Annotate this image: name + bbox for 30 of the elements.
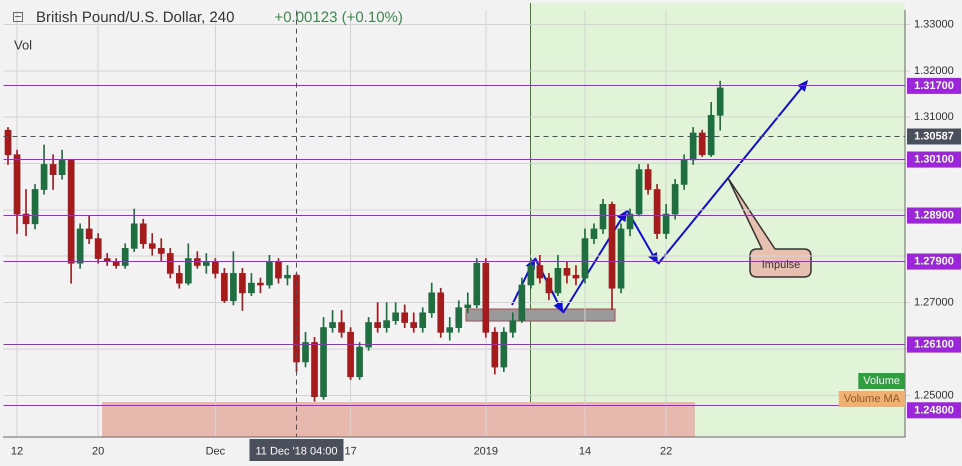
ref-line-label: 1.31700 <box>914 80 954 92</box>
annotation: Volume MA <box>844 393 901 406</box>
chart-subtitle: +0.00123 (+0.10%) <box>274 9 403 26</box>
y-tick-label: 1.33000 <box>914 18 954 31</box>
ref-line-label: 1.30587 <box>914 130 954 143</box>
x-tick-label: 12 <box>10 446 24 458</box>
candlestick <box>572 265 580 286</box>
ref-line-label: 1.24800 <box>914 404 954 416</box>
ref-line-label: 1.28900 <box>914 210 954 222</box>
x-tick-label: 17 <box>344 446 357 458</box>
x-tick-label: Dec <box>206 446 226 458</box>
ref-line-label: 1.27900 <box>914 256 954 268</box>
candlestick <box>284 265 291 286</box>
annotation: Vol <box>14 38 32 53</box>
ref-line-label: 1.26100 <box>914 338 954 351</box>
x-tick-label: 11 Dec '18 04:00 <box>255 446 338 458</box>
x-tick-label: 2019 <box>474 446 498 458</box>
annotation: Volume <box>863 375 900 388</box>
candlestick <box>22 189 30 236</box>
y-tick-label: 1.32000 <box>914 64 954 77</box>
x-tick-label: 14 <box>578 446 592 458</box>
ref-line-label: 1.30100 <box>914 154 954 166</box>
x-tick-label: 20 <box>92 446 104 458</box>
chart-title: British Pound/U.S. Dollar, 240 <box>36 9 234 26</box>
candlestick <box>257 278 264 294</box>
x-tick-label: 22 <box>660 446 672 458</box>
y-tick-label: 1.27000 <box>914 296 954 309</box>
y-tick-label: 1.31000 <box>914 111 954 124</box>
y-tick-label: 1.25000 <box>914 389 954 402</box>
annotation: Impulse <box>762 259 800 272</box>
